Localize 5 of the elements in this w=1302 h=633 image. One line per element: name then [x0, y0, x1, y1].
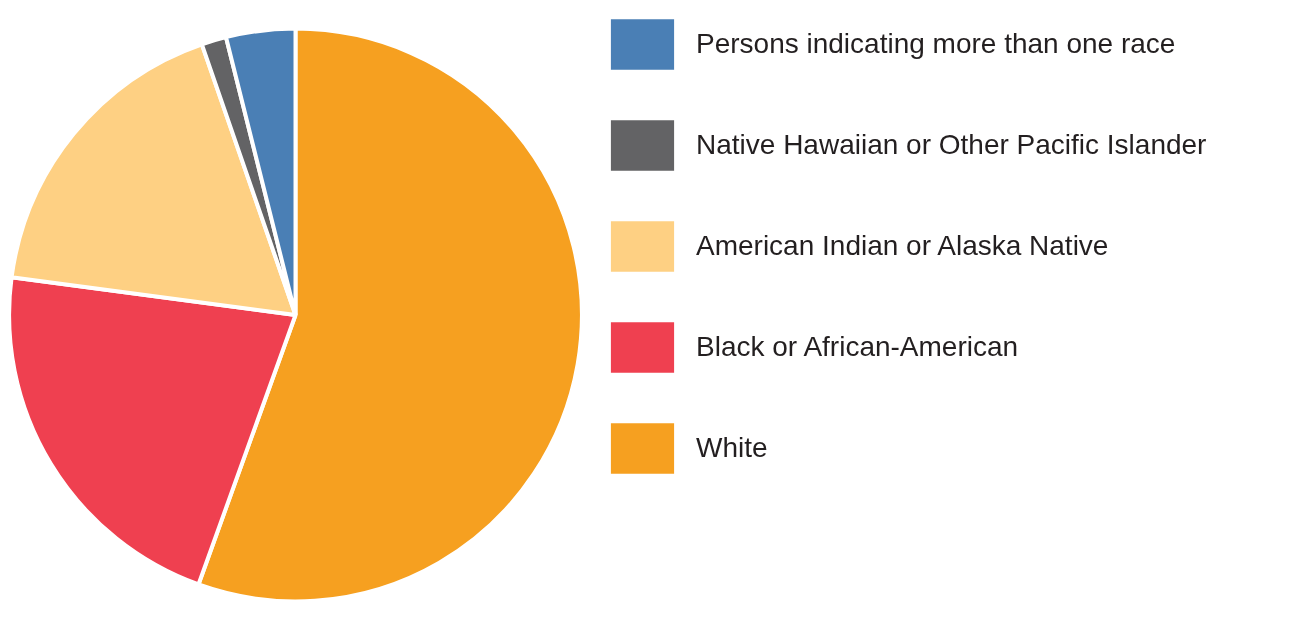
legend-label: White	[696, 432, 768, 464]
legend-label: Persons indicating more than one race	[696, 28, 1176, 60]
legend-label: Native Hawaiian or Other Pacific Islander	[696, 129, 1207, 161]
legend-label: Black or African-American	[696, 331, 1019, 363]
legend-label: American Indian or Alaska Native	[696, 230, 1109, 262]
